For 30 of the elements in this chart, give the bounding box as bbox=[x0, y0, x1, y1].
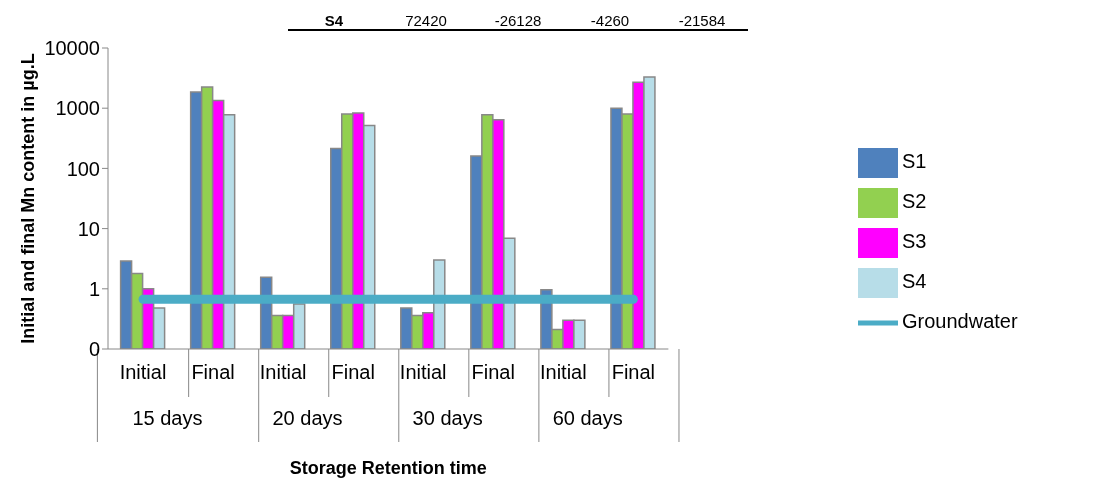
x-tick-label: Final bbox=[191, 361, 235, 383]
y-tick-label: 100 bbox=[66, 157, 100, 180]
x-tick-label: Final bbox=[471, 361, 515, 383]
text: -4260 bbox=[589, 12, 631, 29]
legend-label: S4 bbox=[902, 270, 927, 293]
x-tick-label: Final bbox=[611, 361, 656, 383]
y-tick-label: 1 bbox=[88, 277, 100, 300]
x-tick-label: Initial bbox=[259, 361, 307, 383]
x-tick-label: Initial bbox=[119, 361, 167, 383]
x-tick-label: Initial bbox=[539, 361, 587, 383]
legend-label: S3 bbox=[902, 230, 927, 253]
y-axis-title: Initial and final Mn content in µg.L bbox=[18, 53, 39, 344]
x-tick-label: Final bbox=[331, 361, 375, 383]
legend-label: Groundwater bbox=[902, 310, 1018, 333]
x-axis-title: Storage Retention time bbox=[289, 458, 487, 478]
text: S4 bbox=[323, 12, 345, 29]
text: -21584 bbox=[677, 12, 727, 29]
text: -26128 bbox=[493, 12, 543, 29]
text: 60 days bbox=[552, 407, 623, 429]
text: 20 days bbox=[272, 407, 343, 429]
x-tick-label: Initial bbox=[399, 361, 447, 383]
text: 72420 bbox=[404, 12, 448, 29]
legend-label: S1 bbox=[902, 150, 927, 173]
text: 15 days bbox=[132, 407, 203, 429]
text: 30 days bbox=[412, 407, 483, 429]
legend-label: S2 bbox=[902, 190, 927, 213]
y-tick-label: 10000 bbox=[44, 37, 100, 60]
y-tick-label: 1000 bbox=[55, 97, 100, 120]
y-tick-label: 10 bbox=[77, 217, 100, 240]
y-tick-label: 0 bbox=[88, 338, 100, 361]
